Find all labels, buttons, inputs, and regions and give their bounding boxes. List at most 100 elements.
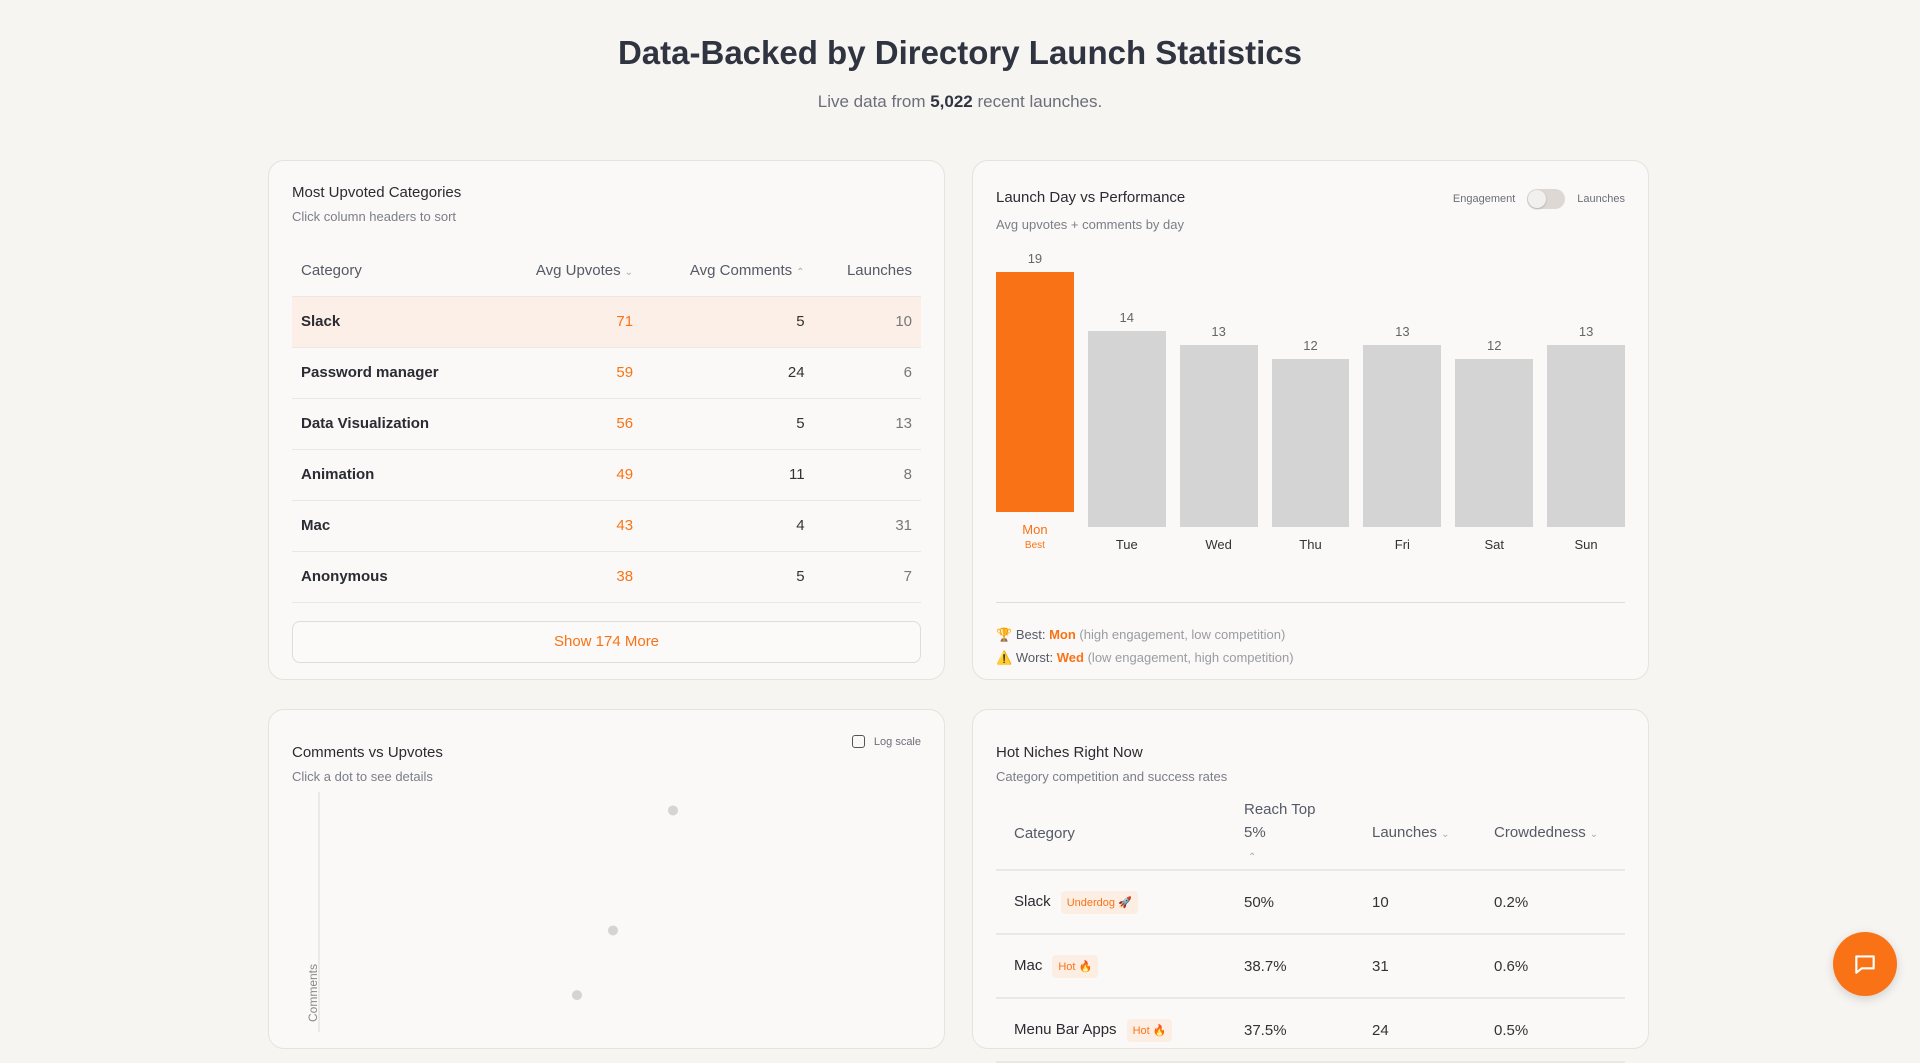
metric-toggle-group: Engagement Launches bbox=[1453, 189, 1625, 209]
table-row[interactable]: Mac 43 4 31 bbox=[292, 500, 921, 552]
col-category[interactable]: Category bbox=[292, 246, 494, 297]
card-title: Hot Niches Right Now bbox=[996, 744, 1143, 761]
table-row[interactable]: Password manager 59 24 6 bbox=[292, 347, 921, 399]
page-subtitle: Live data from 5,022 recent launches. bbox=[0, 92, 1920, 112]
avg-comments-cell: 24 bbox=[642, 347, 814, 399]
categories-table: Category Avg Upvotes ⌄ Avg Comments ⌃ Laun… bbox=[292, 246, 921, 603]
scatter-dot[interactable] bbox=[668, 805, 678, 816]
table-row[interactable]: Anonymous 38 5 7 bbox=[292, 551, 921, 603]
bar-day-label: Wed bbox=[1205, 537, 1232, 552]
category-cell: Anonymous bbox=[292, 551, 494, 603]
subtitle-text: recent launches. bbox=[972, 92, 1103, 111]
bar-column-tue[interactable]: 14 Tue bbox=[1087, 251, 1166, 552]
category-cell: Menu Bar Apps Hot 🔥 bbox=[996, 998, 1226, 1063]
bar-column-sun[interactable]: 13 Sun bbox=[1547, 251, 1626, 552]
best-day: Mon bbox=[1049, 627, 1076, 642]
scatter-dot[interactable] bbox=[608, 925, 618, 936]
checkbox-icon bbox=[851, 735, 865, 748]
y-axis-label: Comments bbox=[306, 964, 320, 1022]
table-row[interactable]: Animation 49 11 8 bbox=[292, 449, 921, 501]
table-row[interactable]: Data Visualization 56 5 13 bbox=[292, 398, 921, 450]
show-more-button[interactable]: Show 174 More bbox=[292, 620, 921, 663]
bar-column-thu[interactable]: 12 Thu bbox=[1271, 251, 1350, 552]
chat-button[interactable] bbox=[1833, 932, 1897, 996]
niche-badge: Hot 🔥 bbox=[1126, 1018, 1173, 1042]
reach-cell: 37.5% bbox=[1226, 998, 1354, 1063]
niche-badge: Underdog 🚀 bbox=[1060, 890, 1138, 914]
scatter-dot[interactable] bbox=[572, 990, 582, 1001]
table-row[interactable]: Menu Bar Apps Hot 🔥 37.5% 24 0.5% bbox=[996, 998, 1625, 1063]
bar-day-label: Thu bbox=[1299, 537, 1322, 552]
bar[interactable] bbox=[1087, 331, 1166, 527]
crowdedness-cell: 0.5% bbox=[1476, 998, 1625, 1063]
table-row[interactable]: Mac Hot 🔥 38.7% 31 0.6% bbox=[996, 934, 1625, 999]
bar[interactable] bbox=[1455, 359, 1534, 527]
bar-value-label: 13 bbox=[1211, 324, 1226, 339]
card-subtitle: Click a dot to see details bbox=[292, 769, 433, 784]
bar-column-sat[interactable]: 12 Sat bbox=[1455, 251, 1534, 552]
table-row[interactable]: Slack Underdog 🚀 50% 10 0.2% bbox=[996, 870, 1625, 935]
bar-day-label: Mon bbox=[1022, 522, 1048, 537]
avg-upvotes-cell: 56 bbox=[493, 398, 643, 450]
sort-icon: ⌄ bbox=[1441, 829, 1450, 840]
bar-value-label: 13 bbox=[1395, 324, 1410, 339]
reach-cell: 38.7% bbox=[1226, 934, 1354, 999]
bar-value-label: 13 bbox=[1578, 324, 1594, 339]
bar[interactable] bbox=[996, 272, 1074, 512]
category-cell: Mac bbox=[292, 500, 494, 552]
col-category[interactable]: Category bbox=[996, 798, 1226, 871]
toggle-label-engagement: Engagement bbox=[1452, 193, 1516, 205]
avg-upvotes-cell: 49 bbox=[493, 449, 643, 501]
subtitle-text: Live data from bbox=[817, 92, 931, 111]
bar-column-wed[interactable]: 13 Wed bbox=[1179, 251, 1258, 552]
avg-comments-cell: 11 bbox=[642, 449, 814, 501]
launches-cell: 31 bbox=[813, 500, 921, 552]
col-avg-comments[interactable]: Avg Comments ⌃ bbox=[642, 246, 814, 297]
sort-asc-icon: ⌃ bbox=[1248, 852, 1257, 863]
card-title: Launch Day vs Performance bbox=[996, 189, 1186, 206]
col-avg-upvotes[interactable]: Avg Upvotes ⌄ bbox=[493, 246, 643, 297]
avg-comments-cell: 5 bbox=[642, 551, 814, 603]
sort-desc-icon: ⌄ bbox=[624, 267, 634, 279]
bar[interactable] bbox=[1271, 359, 1350, 527]
launches-cell: 8 bbox=[813, 449, 921, 501]
col-crowdedness[interactable]: Crowdedness ⌄ bbox=[1476, 798, 1625, 871]
bar-column-fri[interactable]: 13 Fri bbox=[1363, 251, 1442, 552]
avg-comments-cell: 4 bbox=[642, 500, 814, 552]
category-cell: Slack Underdog 🚀 bbox=[996, 870, 1226, 935]
category-cell: Data Visualization bbox=[292, 398, 494, 450]
hot-niches-card: Hot Niches Right Now Category competitio… bbox=[972, 709, 1649, 1063]
day-bar-chart: 19 Mon Best 14 Tue 13 Wed 12 Thu 13 Fri 1… bbox=[996, 251, 1626, 552]
bar-day-label: Tue bbox=[1115, 537, 1138, 552]
bar[interactable] bbox=[1547, 345, 1626, 527]
launch-day-card: Launch Day vs Performance Avg upvotes + … bbox=[972, 160, 1649, 680]
bar-day-label: Fri bbox=[1394, 537, 1410, 552]
reach-cell: 50% bbox=[1226, 870, 1354, 935]
bar[interactable] bbox=[1179, 345, 1258, 527]
col-launches[interactable]: Launches bbox=[813, 246, 921, 297]
scatter-plot: Comments bbox=[306, 792, 678, 1032]
niche-badge: Hot 🔥 bbox=[1052, 954, 1099, 978]
metric-toggle[interactable] bbox=[1527, 189, 1566, 209]
avg-upvotes-cell: 59 bbox=[493, 347, 643, 399]
table-row[interactable]: Slack 71 5 10 bbox=[292, 296, 921, 348]
avg-upvotes-cell: 43 bbox=[493, 500, 643, 552]
bar-column-mon[interactable]: 19 Mon Best bbox=[996, 251, 1074, 551]
avg-upvotes-cell: 38 bbox=[493, 551, 643, 603]
worst-day: Wed bbox=[1056, 650, 1084, 665]
top-categories-card: Most Upvoted Categories Click column hea… bbox=[268, 160, 945, 680]
best-tag: Best bbox=[1024, 540, 1045, 551]
launch-count: 5,022 bbox=[930, 92, 973, 111]
category-cell: Password manager bbox=[292, 347, 494, 399]
card-subtitle: Click column headers to sort bbox=[292, 209, 457, 224]
bar-value-label: 12 bbox=[1303, 338, 1318, 353]
crowdedness-cell: 0.2% bbox=[1476, 870, 1625, 935]
col-launches[interactable]: Launches ⌄ bbox=[1354, 798, 1476, 871]
card-title: Comments vs Upvotes bbox=[292, 744, 443, 761]
col-reach-top[interactable]: Reach Top 5%⌃ bbox=[1226, 798, 1354, 871]
page-title: Data-Backed by Directory Launch Statisti… bbox=[617, 34, 1303, 71]
category-cell: Slack bbox=[292, 296, 494, 348]
bar[interactable] bbox=[1363, 345, 1442, 527]
card-subtitle: Category competition and success rates bbox=[996, 769, 1228, 784]
log-scale-checkbox[interactable]: Log scale bbox=[851, 735, 921, 748]
